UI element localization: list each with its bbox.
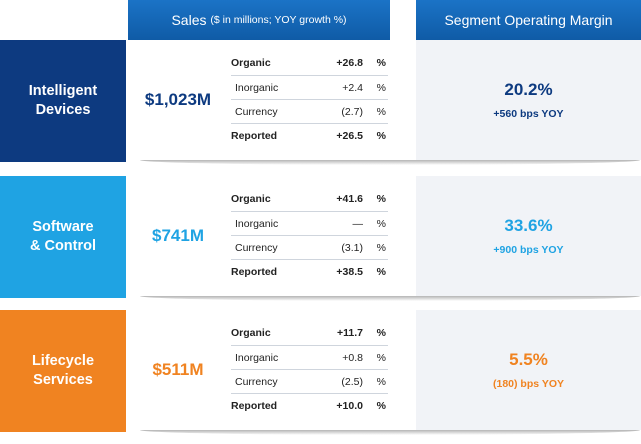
- segment-name-line2: Devices: [35, 102, 91, 118]
- margin-box: 20.2% +560 bps YOY: [416, 40, 641, 160]
- breakdown-value: (2.5): [341, 376, 363, 388]
- breakdown-row-currency: Currency (2.7)%: [231, 99, 388, 123]
- segment-row-intelligent-devices: Intelligent Devices $1,023M Organic +26.8%…: [0, 40, 641, 165]
- breakdown-row-reported: Reported +26.5%: [231, 123, 388, 147]
- breakdown-unit: %: [376, 106, 386, 118]
- margin-box: 5.5% (180) bps YOY: [416, 310, 641, 430]
- segment-name-line1: Software: [32, 219, 94, 235]
- breakdown-unit: %: [376, 57, 386, 69]
- breakdown-value: —: [352, 218, 364, 230]
- breakdown-unit: %: [376, 400, 386, 412]
- sales-box: $511M Organic +11.7% Inorganic +0.8% Curre…: [128, 310, 390, 430]
- breakdown-value: +11.7: [337, 327, 363, 339]
- breakdown-value: +10.0: [336, 400, 363, 412]
- segment-name-line1: Intelligent: [28, 83, 98, 99]
- breakdown-row-inorganic: Inorganic —%: [231, 211, 388, 235]
- breakdown-row-organic: Organic +11.7%: [231, 321, 388, 345]
- margin-box: 33.6% +900 bps YOY: [416, 176, 641, 296]
- sales-header-subtitle: ($ in millions; YOY growth %): [210, 14, 347, 26]
- segment-name-line1: Lifecycle: [31, 353, 95, 369]
- breakdown-unit: %: [376, 327, 386, 339]
- breakdown-unit: %: [376, 218, 386, 230]
- breakdown-label: Currency: [235, 376, 278, 388]
- segment-name-line2: & Control: [29, 238, 97, 254]
- margin-value: 33.6%: [504, 216, 553, 235]
- margin-change: +560 bps YOY: [493, 108, 564, 120]
- sales-total: $511M: [152, 360, 204, 379]
- breakdown-label: Currency: [235, 242, 278, 254]
- segment-name-line2: Services: [33, 372, 93, 388]
- breakdown-label: Organic: [231, 193, 271, 205]
- breakdown-unit: %: [376, 193, 386, 205]
- breakdown-label: Inorganic: [235, 352, 279, 364]
- breakdown-row-reported: Reported +38.5%: [231, 259, 388, 283]
- breakdown-value: +26.8: [336, 57, 363, 69]
- breakdown-row-reported: Reported +10.0%: [231, 393, 388, 417]
- breakdown-row-inorganic: Inorganic +0.8%: [231, 345, 388, 369]
- breakdown-unit: %: [376, 82, 386, 94]
- segment-label: Lifecycle Services: [0, 310, 126, 432]
- breakdown-label: Organic: [231, 57, 271, 69]
- segment-row-software-control: Software & Control $741M Organic +41.6% In…: [0, 176, 641, 301]
- sales-header-title: Sales: [171, 12, 207, 28]
- breakdown-label: Organic: [231, 327, 271, 339]
- sales-total: $1,023M: [144, 90, 212, 109]
- breakdown-label: Currency: [235, 106, 278, 118]
- breakdown-value: (2.7): [341, 106, 363, 118]
- breakdown-unit: %: [376, 130, 386, 142]
- margin-header-title: Segment Operating Margin: [444, 12, 613, 28]
- row-shadow: [140, 430, 640, 435]
- breakdown-value: +38.5: [336, 266, 363, 278]
- breakdown-row-organic: Organic +41.6%: [231, 187, 388, 211]
- sales-breakdown: Organic +41.6% Inorganic —% Currency (3.1)%…: [231, 187, 388, 283]
- margin-value: 20.2%: [504, 80, 553, 99]
- sales-breakdown: Organic +26.8% Inorganic +2.4% Currency (2.…: [231, 51, 388, 147]
- sales-box: $741M Organic +41.6% Inorganic —% Currency…: [128, 176, 390, 296]
- margin-column-header: Segment Operating Margin: [416, 0, 641, 40]
- breakdown-row-inorganic: Inorganic +2.4%: [231, 75, 388, 99]
- breakdown-unit: %: [376, 376, 386, 388]
- segment-row-lifecycle-services: Lifecycle Services $511M Organic +11.7% In…: [0, 310, 641, 435]
- breakdown-value: +2.4: [342, 82, 363, 94]
- breakdown-value: +0.8: [342, 352, 363, 364]
- breakdown-label: Inorganic: [235, 82, 279, 94]
- breakdown-value: (3.1): [341, 242, 363, 254]
- breakdown-row-organic: Organic +26.8%: [231, 51, 388, 75]
- breakdown-label: Inorganic: [235, 218, 279, 230]
- sales-box: $1,023M Organic +26.8% Inorganic +2.4% Cur…: [128, 40, 390, 160]
- sales-column-header: Sales ($ in millions; YOY growth %): [128, 0, 390, 40]
- row-shadow: [140, 160, 640, 165]
- breakdown-unit: %: [376, 266, 386, 278]
- margin-value: 5.5%: [509, 350, 548, 369]
- breakdown-unit: %: [376, 242, 386, 254]
- breakdown-value: +41.6: [336, 193, 363, 205]
- breakdown-label: Reported: [231, 130, 278, 142]
- breakdown-row-currency: Currency (2.5)%: [231, 369, 388, 393]
- breakdown-row-currency: Currency (3.1)%: [231, 235, 388, 259]
- row-shadow: [140, 296, 640, 301]
- sales-total: $741M: [152, 226, 204, 245]
- breakdown-label: Reported: [231, 400, 278, 412]
- sales-breakdown: Organic +11.7% Inorganic +0.8% Currency (2.…: [231, 321, 388, 417]
- margin-change: (180) bps YOY: [493, 378, 564, 390]
- segment-label: Software & Control: [0, 176, 126, 298]
- breakdown-label: Reported: [231, 266, 278, 278]
- breakdown-unit: %: [376, 352, 386, 364]
- breakdown-value: +26.5: [336, 130, 363, 142]
- margin-change: +900 bps YOY: [493, 244, 564, 256]
- segment-label: Intelligent Devices: [0, 40, 126, 162]
